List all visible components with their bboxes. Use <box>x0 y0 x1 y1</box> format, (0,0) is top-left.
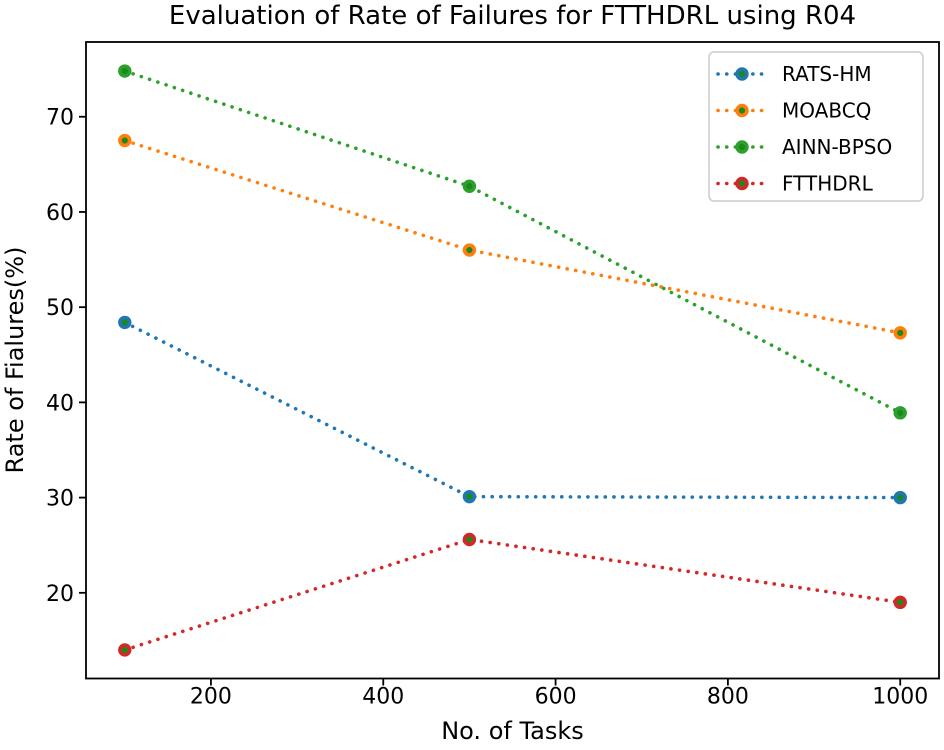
x-tick-label: 600 <box>535 685 577 710</box>
legend-label-MOABCQ: MOABCQ <box>782 99 871 123</box>
plot-frame <box>85 41 940 680</box>
x-axis-label: No. of Tasks <box>441 717 584 745</box>
data-point-FTTHDRL <box>462 532 477 547</box>
y-tick-label: 30 <box>46 487 74 512</box>
data-point-RATS-HM <box>893 490 907 505</box>
y-tick-label: 60 <box>46 201 74 226</box>
y-tick-label: 40 <box>46 391 74 416</box>
y-tick-label: 50 <box>46 296 74 321</box>
y-axis-label: Rate of Fialures(%) <box>1 246 29 474</box>
series-line-AINN-BPSO <box>122 69 903 415</box>
legend-label-RATS-HM: RATS-HM <box>782 62 872 86</box>
legend-box <box>708 51 924 202</box>
x-tick-label: 200 <box>190 685 232 710</box>
legend-marker <box>735 103 749 118</box>
data-point-FTTHDRL <box>893 595 907 610</box>
data-point-MOABCQ <box>462 243 477 257</box>
data-point-AINN-BPSO <box>462 179 477 193</box>
data-point-RATS-HM <box>462 489 477 504</box>
y-tick-label: 70 <box>46 106 74 131</box>
legend-label-AINN-BPSO: AINN-BPSO <box>782 135 892 159</box>
series-line-RATS-HM <box>122 320 903 500</box>
x-tick-label: 400 <box>362 685 404 710</box>
data-point-AINN-BPSO <box>118 64 132 78</box>
data-point-MOABCQ <box>893 326 907 340</box>
series-line-FTTHDRL <box>122 537 903 652</box>
data-point-MOABCQ <box>118 133 132 148</box>
legend-marker <box>735 140 749 154</box>
series-line-MOABCQ <box>122 138 903 335</box>
x-tick-label: 800 <box>707 685 749 710</box>
data-point-AINN-BPSO <box>893 406 907 420</box>
x-tick-label: 1000 <box>872 685 928 710</box>
data-point-FTTHDRL <box>118 643 132 657</box>
legend-label-FTTHDRL: FTTHDRL <box>782 172 874 196</box>
data-point-RATS-HM <box>118 315 132 330</box>
legend-marker <box>735 176 749 191</box>
chart-title: Evaluation of Rate of Failures for FTTHD… <box>168 1 857 31</box>
y-tick-label: 20 <box>46 582 74 607</box>
legend-marker <box>735 67 749 81</box>
